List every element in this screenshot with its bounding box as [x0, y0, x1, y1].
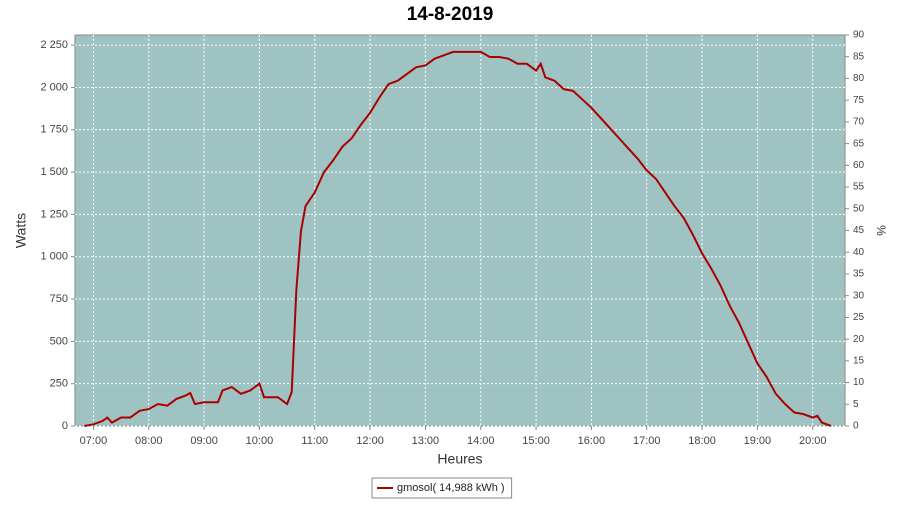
y-tick-label: 1 500 [40, 166, 68, 178]
x-tick-label: 10:00 [246, 435, 274, 447]
y-tick-label: 1 250 [40, 208, 68, 220]
y2-tick-label: 65 [853, 138, 865, 149]
x-tick-label: 16:00 [578, 435, 606, 447]
x-tick-label: 17:00 [633, 435, 661, 447]
y2-tick-label: 35 [853, 269, 865, 280]
y2-tick-label: 15 [853, 355, 865, 366]
y-axis-label: Watts [13, 213, 29, 248]
y2-tick-label: 75 [853, 95, 865, 106]
legend-box [371, 477, 513, 499]
y-tick-label: 750 [50, 293, 68, 305]
chart-title: 14-8-2019 [407, 4, 494, 25]
y2-tick-label: 25 [853, 312, 865, 323]
y-tick-label: 0 [62, 420, 68, 432]
y2-axis-label: % [874, 225, 888, 236]
x-tick-label: 11:00 [301, 435, 328, 447]
data-line [84, 50, 832, 427]
y2-tick-label: 20 [853, 334, 865, 345]
x-tick-label: 15:00 [522, 435, 550, 447]
y-tick-label: 1 000 [40, 251, 68, 263]
y2-tick-label: 50 [853, 203, 865, 214]
x-tick-label: 08:00 [135, 435, 163, 447]
y2-tick-label: 85 [853, 51, 865, 62]
x-tick-label: 07:00 [80, 435, 108, 447]
y2-tick-label: 55 [853, 182, 865, 193]
y2-tick-label: 70 [853, 117, 865, 128]
y2-tick-label: 5 [853, 399, 859, 410]
y-tick-label: 500 [50, 335, 68, 347]
x-tick-label: 18:00 [688, 435, 716, 447]
y2-tick-label: 60 [853, 160, 865, 171]
y2-tick-label: 40 [853, 247, 865, 258]
legend: gmosol( 14,988 kWh ) [371, 477, 513, 499]
y2-tick-label: 80 [853, 73, 865, 84]
y2-tick-label: 10 [853, 377, 865, 388]
y2-tick-label: 0 [853, 421, 859, 432]
y-tick-label: 1 750 [40, 124, 68, 136]
x-tick-label: 12:00 [356, 435, 384, 447]
y-tick-label: 2 250 [40, 39, 68, 51]
x-tick-label: 19:00 [744, 435, 772, 447]
y2-tick-label: 30 [853, 290, 865, 301]
plot-area [74, 34, 846, 427]
y2-tick-label: 45 [853, 225, 865, 236]
x-tick-label: 13:00 [412, 435, 440, 447]
y2-tick-label: 90 [853, 30, 865, 41]
x-tick-label: 14:00 [467, 435, 495, 447]
y-tick-label: 250 [50, 378, 68, 390]
x-tick-label: 20:00 [799, 435, 827, 447]
x-tick-label: 09:00 [190, 435, 218, 447]
x-axis-label: Heures [437, 451, 482, 467]
y-tick-label: 2 000 [40, 81, 68, 93]
legend-label: gmosol( 14,988 kWh ) [397, 482, 505, 494]
